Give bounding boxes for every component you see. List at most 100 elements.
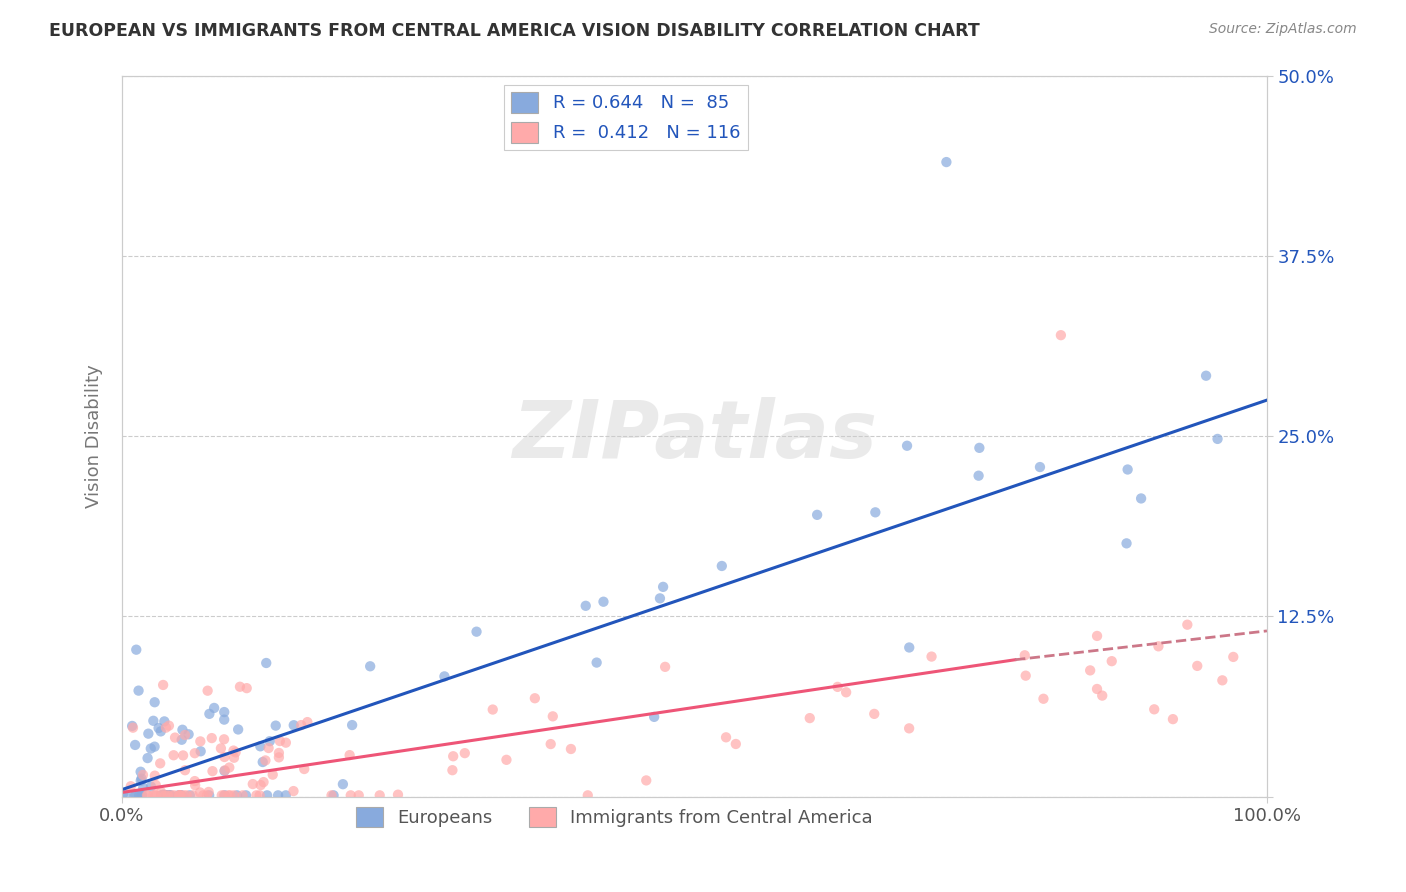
Point [242, 777, 264, 791]
Point [169, 789, 191, 803]
Point [169, 789, 191, 803]
Point [167, 789, 190, 803]
Point [214, 764, 236, 778]
Point [652, 580, 675, 594]
Point [1147, 640, 1170, 654]
Point [122, 721, 145, 735]
Point [155, 789, 177, 803]
Point [259, 734, 281, 748]
Point [132, 780, 155, 795]
Point [160, 789, 183, 803]
Point [214, 750, 236, 764]
Point [212, 732, 235, 747]
Point [114, 789, 136, 803]
Y-axis label: Vision Disability: Vision Disability [86, 364, 103, 508]
Point [1206, 432, 1229, 446]
Point [252, 755, 274, 769]
Point [1078, 664, 1101, 678]
Point [592, 595, 614, 609]
Point [143, 769, 166, 783]
Point [191, 789, 214, 803]
Point [267, 746, 290, 760]
Point [136, 789, 159, 803]
Point [198, 706, 221, 721]
Point [188, 734, 211, 748]
Point [262, 767, 284, 781]
Point [495, 753, 517, 767]
Point [648, 591, 671, 606]
Point [898, 722, 921, 736]
Point [827, 680, 849, 694]
Point [142, 789, 165, 803]
Point [143, 739, 166, 754]
Text: EUROPEAN VS IMMIGRANTS FROM CENTRAL AMERICA VISION DISABILITY CORRELATION CHART: EUROPEAN VS IMMIGRANTS FROM CENTRAL AMER… [49, 22, 980, 40]
Point [159, 789, 181, 803]
Point [212, 789, 235, 803]
Point [1091, 689, 1114, 703]
Point [332, 777, 354, 791]
Point [129, 764, 152, 779]
Point [155, 789, 177, 803]
Point [162, 748, 184, 763]
Point [714, 731, 737, 745]
Point [359, 659, 381, 673]
Point [139, 741, 162, 756]
Point [159, 789, 181, 803]
Point [249, 739, 271, 754]
Point [195, 789, 218, 803]
Point [176, 789, 198, 803]
Point [197, 785, 219, 799]
Point [274, 789, 297, 803]
Point [229, 680, 252, 694]
Point [145, 789, 167, 803]
Point [173, 789, 195, 803]
Point [541, 709, 564, 723]
Point [131, 789, 153, 803]
Point [169, 789, 191, 803]
Point [235, 789, 257, 803]
Point [149, 756, 172, 771]
Point [131, 789, 153, 803]
Point [292, 762, 315, 776]
Point [138, 726, 160, 740]
Point [202, 701, 225, 715]
Point [143, 789, 166, 803]
Point [252, 775, 274, 789]
Point [254, 754, 277, 768]
Point [219, 789, 242, 803]
Point [1115, 536, 1137, 550]
Point [149, 724, 172, 739]
Point [209, 741, 232, 756]
Point [540, 737, 562, 751]
Point [249, 789, 271, 803]
Point [121, 719, 143, 733]
Point [806, 508, 828, 522]
Point [190, 744, 212, 758]
Point [157, 789, 180, 803]
Point [139, 780, 162, 794]
Point [1130, 491, 1153, 506]
Point [654, 660, 676, 674]
Point [865, 505, 887, 519]
Point [212, 705, 235, 719]
Point [125, 642, 148, 657]
Point [177, 727, 200, 741]
Point [863, 706, 886, 721]
Point [245, 789, 267, 803]
Point [150, 789, 173, 803]
Point [1101, 654, 1123, 668]
Point [710, 559, 733, 574]
Point [799, 711, 821, 725]
Point [1015, 668, 1038, 682]
Point [636, 773, 658, 788]
Point [152, 678, 174, 692]
Point [935, 155, 957, 169]
Point [112, 787, 135, 801]
Point [198, 789, 221, 803]
Point [560, 742, 582, 756]
Point [226, 789, 249, 803]
Point [184, 746, 207, 760]
Point [1116, 462, 1139, 476]
Point [387, 788, 409, 802]
Point [143, 695, 166, 709]
